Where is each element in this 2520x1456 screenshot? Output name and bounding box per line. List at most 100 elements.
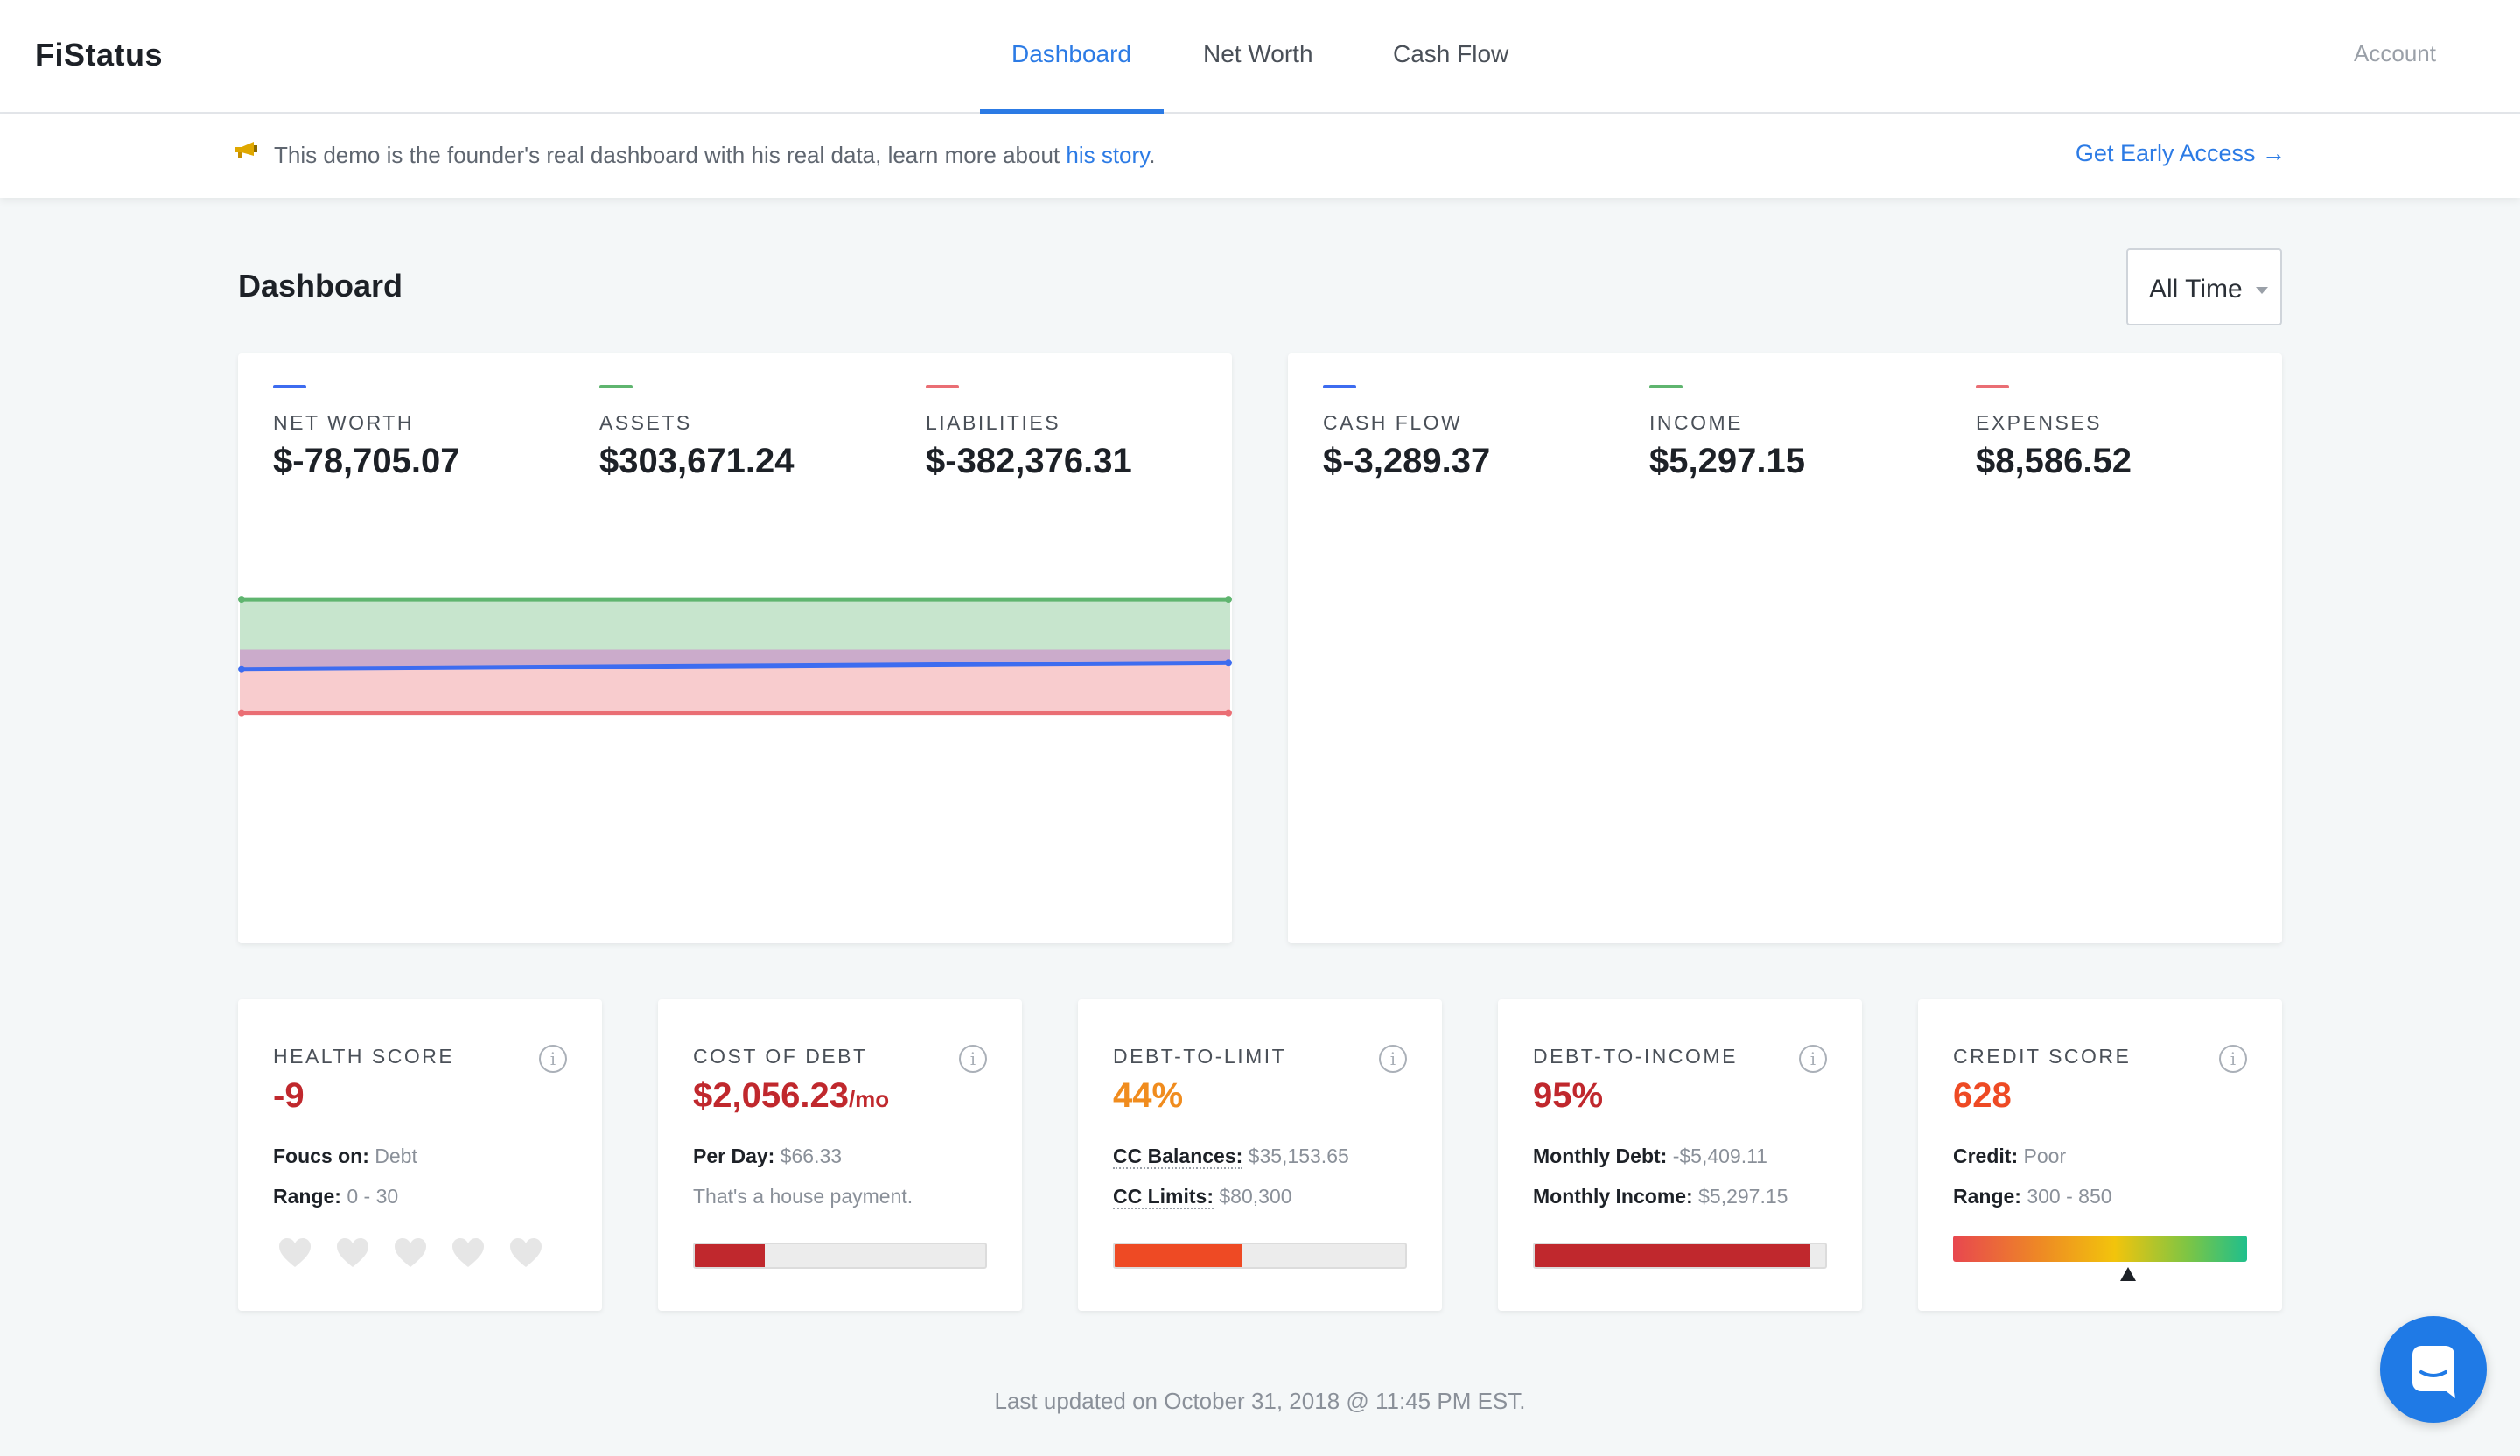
metric-label: EXPENSES	[1976, 411, 2102, 434]
heart-icon	[452, 1238, 484, 1267]
net-worth-point	[1225, 659, 1232, 667]
cost-of-debt-card: COST OF DEBT i $2,056.23/mo Per Day: $66…	[658, 999, 1022, 1311]
credit-range-key: Range:	[1953, 1185, 2021, 1208]
assets-point	[238, 596, 245, 604]
heart-icon	[510, 1238, 542, 1267]
cc-limits-key[interactable]: CC Limits:	[1113, 1185, 1214, 1209]
heart-icon	[395, 1238, 426, 1267]
net-worth-line	[239, 660, 1231, 672]
cost-progress-track	[693, 1242, 987, 1269]
metric-liabilities: LIABILITIES $-382,376.31	[926, 385, 1132, 481]
income-legend-swatch	[1649, 385, 1683, 388]
focus-row: Foucs on: Debt	[273, 1144, 417, 1168]
net-worth-point	[238, 665, 245, 673]
cash-flow-chart[interactable]	[1288, 354, 2282, 943]
time-range-value: All Time	[2149, 275, 2243, 304]
credit-range-row: Range: 300 - 850	[1953, 1185, 2112, 1208]
metric-income: INCOME $5,297.15	[1649, 385, 1805, 481]
net-worth-chart[interactable]	[238, 354, 1232, 943]
per-day-row: Per Day: $66.33	[693, 1144, 842, 1168]
credit-rating-row: Credit: Poor	[1953, 1144, 2066, 1168]
chat-button[interactable]	[2380, 1316, 2487, 1423]
debt-to-limit-value: 44%	[1113, 1076, 1184, 1115]
debt-to-limit-card: DEBT-TO-LIMIT i 44% CC Balances: $35,153…	[1078, 999, 1442, 1311]
metric-value: $303,671.24	[599, 442, 794, 480]
income-progress-fill	[1535, 1244, 1811, 1267]
monthly-debt-key: Monthly Debt:	[1533, 1144, 1668, 1167]
cc-balances-row: CC Balances: $35,153.65	[1113, 1144, 1349, 1169]
per-day-value: $66.33	[774, 1144, 843, 1167]
assets-point	[1225, 596, 1232, 604]
metric-value: $-3,289.37	[1323, 442, 1491, 480]
tab-cash-flow[interactable]: Cash Flow	[1393, 40, 1509, 67]
his-story-link[interactable]: his story	[1066, 142, 1150, 168]
metric-label: CASH FLOW	[1323, 411, 1463, 434]
focus-key: Foucs on:	[273, 1144, 369, 1167]
card-label: DEBT-TO-INCOME	[1533, 1045, 1738, 1068]
credit-rating: Poor	[2018, 1144, 2067, 1167]
credit-pointer-icon	[2120, 1267, 2137, 1281]
banner-text-end: .	[1149, 142, 1156, 168]
cost-note: That's a house payment.	[693, 1185, 914, 1208]
cost-amount: $2,056.23	[693, 1076, 849, 1115]
assets-area	[240, 599, 1230, 650]
top-nav: FiStatus Dashboard Net Worth Cash Flow A…	[0, 0, 2520, 114]
cc-balances-key[interactable]: CC Balances:	[1113, 1144, 1243, 1169]
metric-net-worth: NET WORTH $-78,705.07	[273, 385, 460, 481]
heart-icon	[279, 1238, 311, 1267]
card-label: COST OF DEBT	[693, 1045, 868, 1068]
credit-range-value: 300 - 850	[2020, 1185, 2112, 1208]
info-icon[interactable]: i	[2219, 1045, 2247, 1073]
heart-icon	[337, 1238, 368, 1267]
liabilities-legend-swatch	[926, 385, 959, 388]
cost-of-debt-value: $2,056.23/mo	[693, 1076, 889, 1116]
range-row: Range: 0 - 30	[273, 1185, 398, 1208]
cash-flow-legend-swatch	[1323, 385, 1356, 388]
health-score-card: HEALTH SCORE i -9 Foucs on: Debt Range: …	[238, 999, 602, 1311]
net-worth-legend-swatch	[273, 385, 306, 388]
banner-text: This demo is the founder's real dashboar…	[274, 142, 1155, 169]
monthly-income-key: Monthly Income:	[1533, 1185, 1693, 1208]
metric-label: LIABILITIES	[926, 411, 1061, 434]
debt-to-income-card: DEBT-TO-INCOME i 95% Monthly Debt: -$5,4…	[1498, 999, 1862, 1311]
limit-progress-track	[1113, 1242, 1407, 1269]
metric-label: INCOME	[1649, 411, 1743, 434]
metric-value: $8,586.52	[1976, 442, 2132, 480]
monthly-income-value: $5,297.15	[1692, 1185, 1788, 1208]
credit-score-value: 628	[1953, 1076, 2012, 1115]
cash-flow-card: CASH FLOW $-3,289.37 INCOME $5,297.15 EX…	[1288, 354, 2282, 943]
info-icon[interactable]: i	[1799, 1045, 1827, 1073]
metric-expenses: EXPENSES $8,586.52	[1976, 385, 2132, 481]
credit-score-card: CREDIT SCORE i 628 Credit: Poor Range: 3…	[1918, 999, 2282, 1311]
cc-limits-row: CC Limits: $80,300	[1113, 1185, 1292, 1209]
card-label: CREDIT SCORE	[1953, 1045, 2132, 1068]
info-icon[interactable]: i	[539, 1045, 567, 1073]
page-title: Dashboard	[238, 268, 403, 304]
get-early-access-link[interactable]: Get Early Access →	[2075, 140, 2286, 166]
cc-balances-value: $35,153.65	[1242, 1144, 1349, 1167]
info-icon[interactable]: i	[1379, 1045, 1407, 1073]
monthly-debt-value: -$5,409.11	[1667, 1144, 1768, 1167]
tab-net-worth[interactable]: Net Worth	[1203, 40, 1313, 67]
net-worth-card: NET WORTH $-78,705.07 ASSETS $303,671.24…	[238, 354, 1232, 943]
metric-label: NET WORTH	[273, 411, 414, 434]
last-updated-text: Last updated on October 31, 2018 @ 11:45…	[994, 1388, 1526, 1414]
health-score-value: -9	[273, 1076, 304, 1115]
metric-value: $5,297.15	[1649, 442, 1805, 480]
metric-label: ASSETS	[599, 411, 692, 434]
range-key: Range:	[273, 1185, 341, 1208]
brand-logo[interactable]: FiStatus	[35, 37, 164, 73]
info-icon[interactable]: i	[959, 1045, 987, 1073]
monthly-income-row: Monthly Income: $5,297.15	[1533, 1185, 1788, 1208]
assets-legend-swatch	[599, 385, 633, 388]
hearts-rating	[278, 1237, 542, 1269]
active-tab-indicator	[980, 108, 1164, 114]
time-range-select[interactable]: All Time	[2126, 248, 2282, 326]
range-value: 0 - 30	[340, 1185, 399, 1208]
cost-unit: /mo	[848, 1086, 890, 1112]
credit-gradient-bar	[1953, 1236, 2247, 1262]
caret-down-icon	[2256, 287, 2268, 294]
account-link[interactable]: Account	[2354, 40, 2436, 66]
tab-dashboard[interactable]: Dashboard	[1012, 40, 1131, 67]
debt-to-income-value: 95%	[1533, 1076, 1604, 1115]
